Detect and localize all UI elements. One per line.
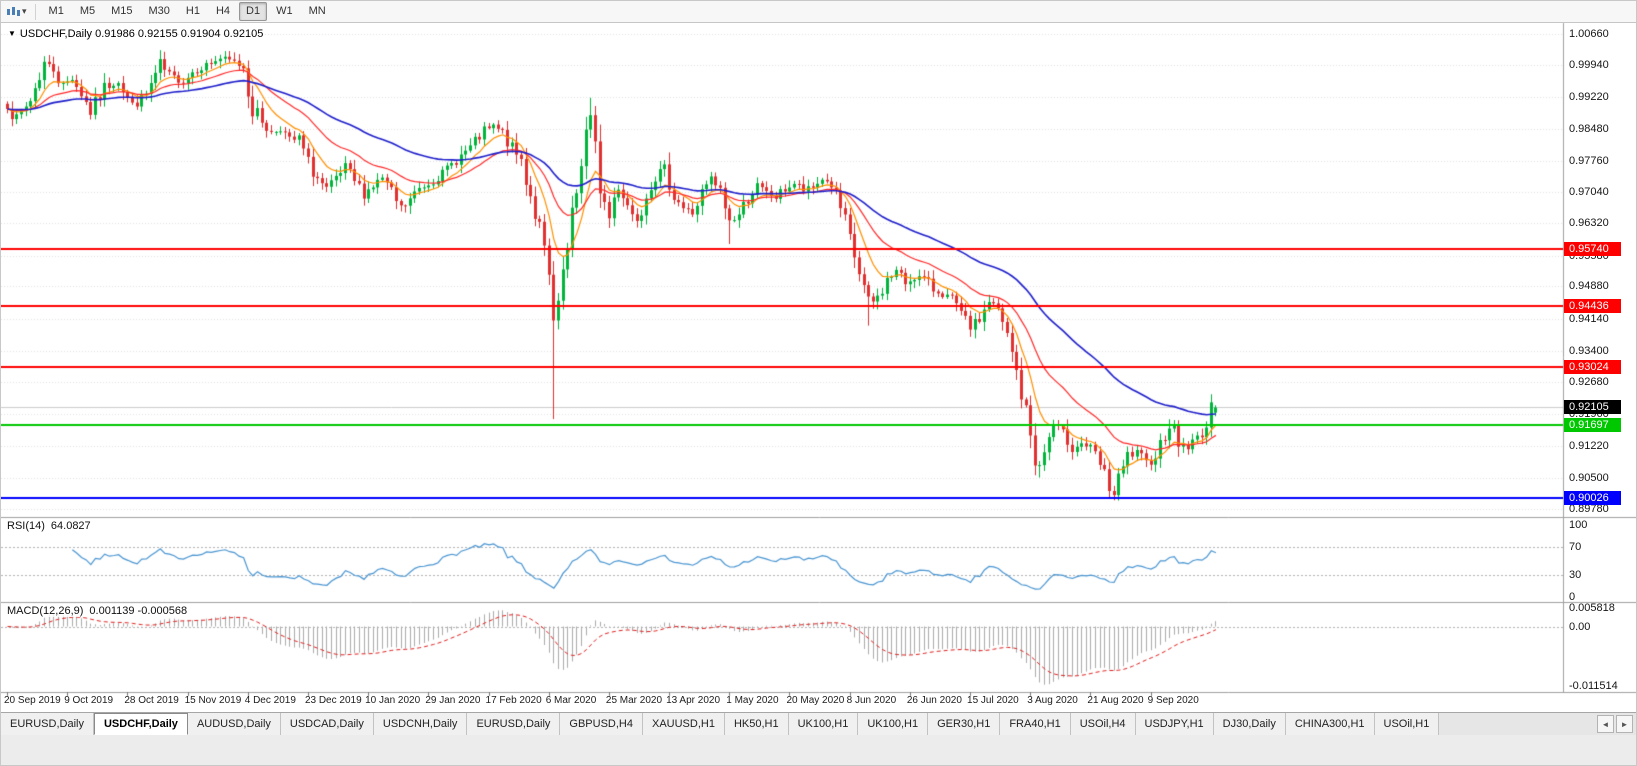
tabs-scroll-right-button[interactable]: ► <box>1616 715 1633 733</box>
rsi-axis-label: 70 <box>1569 540 1582 553</box>
date-axis-label: 17 Feb 2020 <box>485 695 542 706</box>
rsi-current-value: 64.0827 <box>50 520 91 532</box>
price-axis-label: 0.89780 <box>1569 503 1609 515</box>
timeframe-button-h4[interactable]: H4 <box>215 5 231 17</box>
rsi-indicator-label: RSI(14) 64.0827 <box>7 520 91 532</box>
price-axis-label: 0.94880 <box>1569 280 1609 293</box>
price-axis-label: 0.99220 <box>1569 90 1609 103</box>
rsi-axis-label: 100 <box>1569 519 1588 531</box>
timeframe-button-d1[interactable]: D1 <box>239 2 268 21</box>
macd-indicator-label: MACD(12,26,9) 0.001139 -0.000568 <box>7 605 188 617</box>
tab-scroll-arrows: ◄ ► <box>1597 715 1633 733</box>
date-axis-label: 29 Jan 2020 <box>425 695 481 706</box>
price-line-tag: 0.93024 <box>1564 360 1621 375</box>
collapse-triangle-icon[interactable]: ▼ <box>8 29 16 38</box>
timeframe-button-w1[interactable]: W1 <box>276 5 293 17</box>
timeframe-button-h1[interactable]: H1 <box>185 5 200 17</box>
macd-axis-label: -0.011514 <box>1569 680 1618 692</box>
price-axis-label: 0.97040 <box>1569 186 1609 199</box>
chart-type-icon[interactable] <box>5 5 21 18</box>
date-axis-label: 13 Apr 2020 <box>666 695 721 706</box>
macd-name: MACD(12,26,9) <box>7 605 84 617</box>
chart-tab-usdcad-daily[interactable]: USDCAD,Daily <box>280 713 374 735</box>
timeframe-button-m15[interactable]: M15 <box>111 5 133 17</box>
price-axis-label: 0.91220 <box>1569 440 1609 453</box>
price-line-tag: 0.90026 <box>1564 491 1621 506</box>
date-axis-label: 23 Dec 2019 <box>304 695 362 706</box>
price-axis-label: 0.92680 <box>1569 376 1609 389</box>
rsi-axis-label: 0 <box>1569 591 1576 603</box>
chart-tab-china300-h1[interactable]: CHINA300,H1 <box>1285 713 1375 735</box>
tabs-scroll-left-button[interactable]: ◄ <box>1597 715 1614 733</box>
chart-tab-usdcnh-daily[interactable]: USDCNH,Daily <box>373 713 468 735</box>
timeframe-button-mn[interactable]: MN <box>308 5 326 17</box>
price-axis-label: 0.96320 <box>1569 217 1609 230</box>
date-axis-label: 25 Mar 2020 <box>605 695 663 706</box>
date-axis-label: 28 Oct 2019 <box>124 695 179 706</box>
macd-axis-label: 0.00 <box>1569 620 1591 633</box>
price-line-tag: 0.91697 <box>1564 418 1621 433</box>
bottom-bar: EURUSD,Daily USDCHF,Daily AUDUSD,Daily USDC… <box>1 712 1636 765</box>
date-axis-label: 20 Sep 2019 <box>4 695 61 706</box>
price-line-tag: 0.95740 <box>1564 241 1621 256</box>
chart-tab-fra40-h1[interactable]: FRA40,H1 <box>1000 713 1071 735</box>
chart-tab-bar: EURUSD,Daily USDCHF,Daily AUDUSD,Daily USDC… <box>1 713 1636 735</box>
date-axis-label: 10 Jan 2020 <box>365 695 421 706</box>
date-axis-label: 8 Jun 2020 <box>846 695 897 706</box>
chart-tab-uk100-h1[interactable]: UK100,H1 <box>788 713 859 735</box>
chart-symbol-period: USDCHF,Daily <box>19 28 93 40</box>
date-axis-label: 21 Aug 2020 <box>1087 695 1144 706</box>
toolbar-separator <box>34 3 36 20</box>
timeframe-button-m5[interactable]: M5 <box>79 5 96 17</box>
price-axis-label: 0.97760 <box>1569 154 1609 167</box>
price-axis-label: 1.00660 <box>1569 28 1609 40</box>
price-axis-label: 0.94140 <box>1569 312 1609 325</box>
price-axis-label: 0.90500 <box>1569 471 1609 484</box>
chart-tab-ger30-h1[interactable]: GER30,H1 <box>928 713 1001 735</box>
date-axis-label: 4 Dec 2019 <box>244 695 296 706</box>
date-axis-label: 6 Mar 2020 <box>545 695 597 706</box>
chart-tab-eurusd-daily[interactable]: EURUSD,Daily <box>467 713 561 735</box>
date-axis-label: 9 Sep 2020 <box>1147 695 1199 706</box>
chart-type-dropdown-caret[interactable]: ▾ <box>22 6 27 16</box>
chart-tab-dj30-daily[interactable]: DJ30,Daily <box>1213 713 1286 735</box>
timeframe-buttons: M1 M5 M15 M30 H1 H4 D1 W1 MN <box>41 2 334 21</box>
chart-tab-audusd-daily[interactable]: AUDUSD,Daily <box>187 713 281 735</box>
date-axis-label: 9 Oct 2019 <box>64 695 114 706</box>
chart-title: ▼ USDCHF,Daily 0.91986 0.92155 0.91904 0.… <box>8 28 263 40</box>
date-axis-label: 15 Jul 2020 <box>967 695 1019 706</box>
rsi-name: RSI(14) <box>7 520 45 532</box>
chart-tab-eurusd-daily[interactable]: EURUSD,Daily <box>1 713 94 735</box>
macd-axis-label: 0.005818 <box>1569 602 1615 614</box>
current-price-tag: 0.92105 <box>1564 400 1621 415</box>
timeframe-button-m1[interactable]: M1 <box>48 5 64 17</box>
rsi-axis-label: 30 <box>1569 569 1582 582</box>
price-axis-label: 0.99940 <box>1569 59 1609 72</box>
price-axis-label: 0.98480 <box>1569 123 1609 136</box>
chart-tab-usdchf-daily[interactable]: USDCHF,Daily <box>93 713 188 735</box>
chart-tab-usoil-h1[interactable]: USOil,H1 <box>1374 713 1440 735</box>
date-axis-label: 26 Jun 2020 <box>906 695 962 706</box>
chart-tab-usoil-h4[interactable]: USOil,H4 <box>1070 713 1136 735</box>
chart-tab-xauusd-h1[interactable]: XAUUSD,H1 <box>642 713 725 735</box>
chart-tab-hk50-h1[interactable]: HK50,H1 <box>724 713 789 735</box>
macd-current-values: 0.001139 -0.000568 <box>89 605 188 617</box>
date-axis-label: 20 May 2020 <box>786 695 845 706</box>
timeframe-button-m30[interactable]: M30 <box>148 5 170 17</box>
date-axis-label: 15 Nov 2019 <box>184 695 242 706</box>
chart-ohlc-values: 0.91986 0.92155 0.91904 0.92105 <box>95 28 264 40</box>
price-line-tag: 0.94436 <box>1564 298 1621 313</box>
date-axis-label: 3 Aug 2020 <box>1027 695 1078 706</box>
chart-tab-gbpusd-h4[interactable]: GBPUSD,H4 <box>560 713 643 735</box>
chart-tab-usdjpy-h1[interactable]: USDJPY,H1 <box>1135 713 1214 735</box>
price-axis-label: 0.93400 <box>1569 344 1609 357</box>
chart-tab-uk100-h1[interactable]: UK100,H1 <box>858 713 929 735</box>
date-axis-label: 1 May 2020 <box>726 695 779 706</box>
timeframe-toolbar: ▾ M1 M5 M15 M30 H1 H4 D1 W1 MN <box>1 1 1636 23</box>
